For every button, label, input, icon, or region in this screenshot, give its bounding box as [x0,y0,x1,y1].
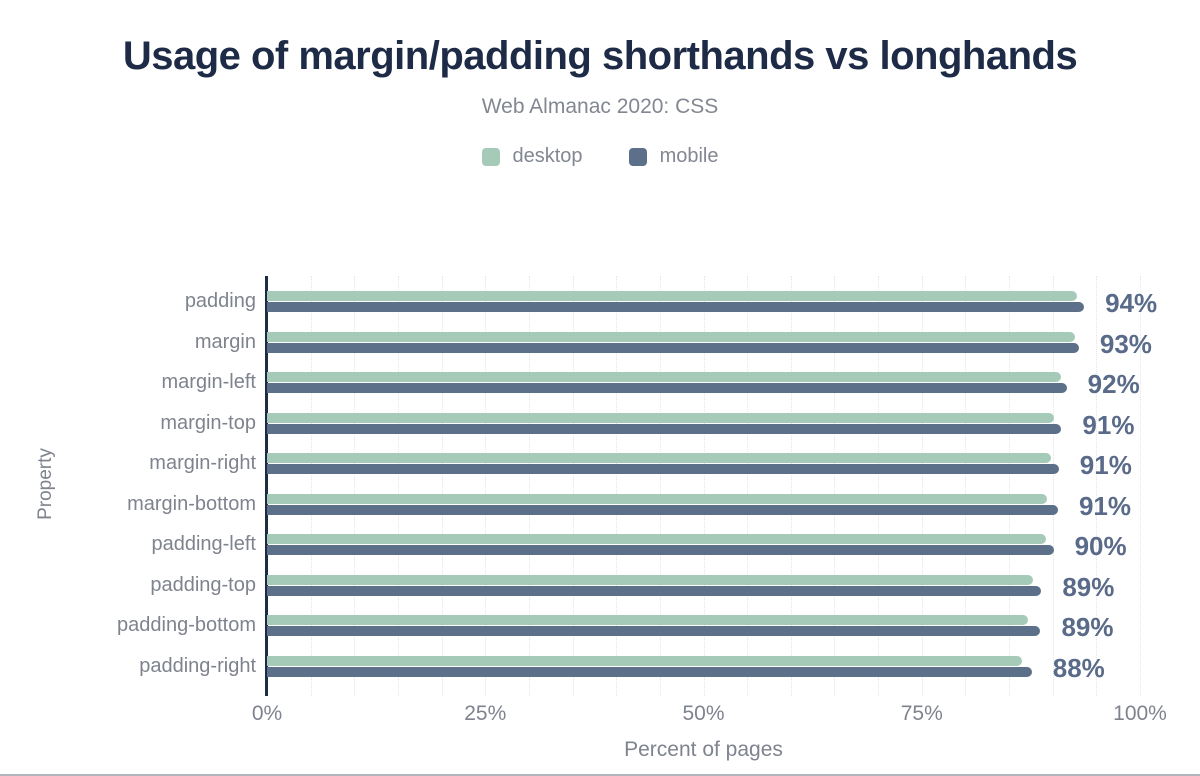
category-label: padding-bottom [117,614,256,637]
x-axis-ticks: 0% 25% 50% 75% 100% [252,702,1167,728]
mobile-bar [267,585,1042,596]
bar-row: margin-left 92% [162,369,1140,399]
chart-figure: Usage of margin/padding shorthands vs lo… [0,34,1200,776]
gridline [572,276,574,696]
gridline [397,276,399,696]
gridline [528,276,530,696]
x-tick: 75% [900,702,943,725]
bar-row: margin-right 91% [149,450,1140,480]
y-axis-line [265,276,268,696]
plot-area: padding 94% margin 93% margin-left 92% margin-… [117,276,1157,696]
gridline [1009,276,1011,696]
gridline [703,276,705,696]
desktop-bar [267,331,1075,342]
value-label: 91% [1078,490,1131,521]
gridline [921,276,923,696]
desktop-bar [267,534,1046,545]
gridline [310,276,312,696]
mobile-swatch-icon [628,147,647,166]
bar-row: padding-left 90% [151,531,1140,561]
x-tick: 25% [464,702,507,725]
legend: desktop mobile [0,145,1200,168]
category-label: padding-top [150,573,256,596]
x-tick: 50% [682,702,725,725]
gridline [616,276,618,696]
category-label: margin [194,330,256,353]
legend-item-desktop: desktop [481,145,583,168]
desktop-bar [267,615,1029,626]
gridline [790,276,792,696]
bar-row: margin-top 91% [160,410,1140,440]
mobile-bar [267,626,1041,637]
gridline [659,276,661,696]
bar-row: padding-right 88% [139,653,1140,683]
desktop-bar [267,372,1061,383]
desktop-bar [267,574,1034,585]
desktop-bar [267,291,1078,301]
legend-item-mobile: mobile [628,145,719,168]
gridline [1140,276,1141,696]
mobile-bar [267,342,1079,353]
y-axis-title: Property [35,448,56,520]
gridline [747,276,749,696]
value-label: 90% [1074,531,1127,562]
value-label: 88% [1052,653,1105,684]
mobile-bar [267,423,1062,434]
value-label: 93% [1099,328,1152,359]
gridline [485,276,487,696]
value-label: 92% [1087,369,1140,400]
desktop-bar [267,656,1023,667]
mobile-bar [267,667,1032,678]
desktop-bar [267,493,1048,504]
mobile-bar [267,302,1085,312]
value-label: 91% [1082,409,1135,440]
bar-row: padding-top 89% [150,572,1140,602]
gridline [1052,276,1054,696]
value-label: 91% [1079,450,1132,481]
mobile-bar [267,383,1067,394]
desktop-bar [267,412,1054,423]
category-label: padding [184,290,256,312]
desktop-swatch-icon [481,147,500,166]
gridline [965,276,967,696]
gridline [834,276,836,696]
gridline [878,276,880,696]
category-label: margin-right [149,452,256,475]
category-label: padding-left [151,533,256,556]
category-label: padding-right [139,655,256,678]
mobile-bar [267,545,1054,556]
bar-row: margin-bottom 91% [127,491,1140,521]
legend-label-desktop: desktop [512,145,583,167]
chart-title: Usage of margin/padding shorthands vs lo… [122,34,1078,78]
gridline [441,276,443,696]
category-label: margin-bottom [127,492,256,515]
mobile-bar [267,464,1059,475]
chart-subtitle: Web Almanac 2020: CSS [481,95,719,118]
gridline [354,276,356,696]
x-tick: 0% [251,702,283,725]
value-label: 94% [1105,288,1158,318]
bar-row: padding 94% [185,288,1157,318]
bar-row: padding-bottom 89% [117,612,1140,642]
bar-row: margin 93% [195,329,1152,359]
value-label: 89% [1062,571,1115,602]
category-label: margin-left [161,371,256,394]
x-tick: 100% [1113,702,1167,725]
value-label: 89% [1061,612,1114,643]
gridline [1096,276,1098,696]
mobile-bar [267,504,1058,515]
category-label: margin-top [160,411,256,434]
legend-label-mobile: mobile [659,145,719,167]
desktop-bar [267,453,1051,464]
